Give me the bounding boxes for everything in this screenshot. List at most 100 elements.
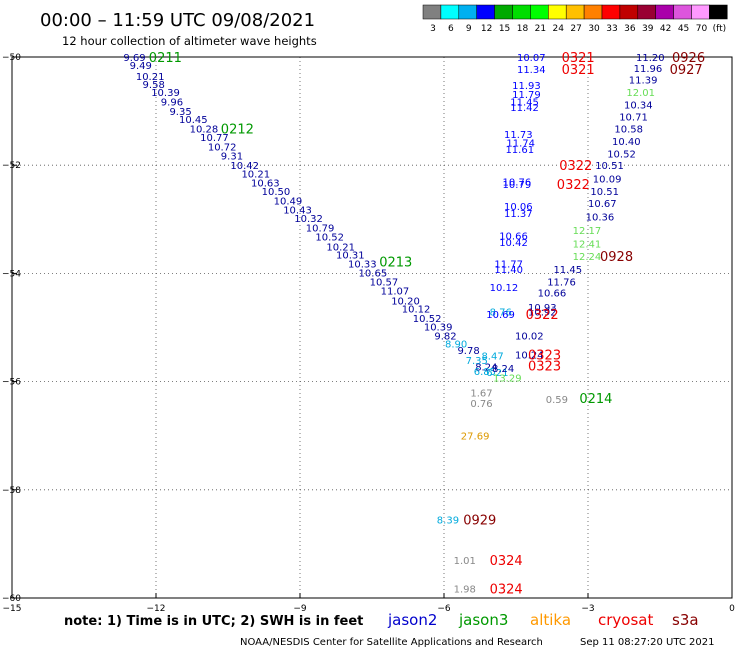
- swh-value-label: 10.21: [136, 72, 165, 83]
- swh-value-label: 10.52: [315, 233, 344, 244]
- swh-value-label: 11.77: [494, 260, 523, 271]
- swh-value-label: 9.69: [123, 53, 145, 64]
- colorbar-label: 39: [642, 24, 654, 34]
- swh-value-label: 10.92: [528, 307, 557, 318]
- colorbar-swatch: [673, 4, 692, 20]
- colorbar-label: 42: [660, 24, 671, 34]
- colorbar-swatch: [583, 4, 603, 20]
- pass-time-label: 0211: [149, 51, 182, 66]
- swh-value-label: 1.01: [454, 556, 476, 567]
- colorbar-swatch: [422, 4, 442, 20]
- swh-value-label: 10.71: [619, 113, 648, 124]
- swh-value-label: 11.34: [517, 65, 546, 76]
- swh-value-label: 8.47: [481, 352, 503, 363]
- footer-note: note: 1) Time is in UTC; 2) SWH is in fe…: [64, 614, 363, 629]
- swh-value-label: 8.39: [437, 516, 459, 527]
- swh-value-label: 10.58: [614, 124, 643, 135]
- y-tick-label: −56: [2, 378, 21, 388]
- swh-value-label: 10.52: [607, 149, 636, 160]
- swh-value-label: 10.69: [486, 310, 515, 321]
- swh-value-label: 11.20: [636, 53, 665, 64]
- x-tick-label: −12: [147, 604, 166, 614]
- swh-value-label: 9.31: [221, 151, 243, 162]
- swh-value-label: 10.20: [391, 296, 420, 307]
- swh-value-label: 10.79: [306, 223, 335, 234]
- pass-time-label: 0322: [559, 159, 592, 174]
- colorbar-swatch: [565, 4, 585, 20]
- swh-value-label: 10.66: [538, 288, 567, 299]
- swh-value-label: 10.39: [151, 88, 180, 99]
- plot-frame: [11, 56, 733, 599]
- colorbar-swatch: [709, 4, 728, 20]
- swh-value-label: 1.67: [470, 388, 492, 399]
- colorbar-label: 6: [448, 24, 454, 34]
- swh-value-label: 8.24: [492, 364, 514, 375]
- pass-time-label: 0323: [528, 359, 561, 374]
- colorbar-swatch: [655, 4, 674, 20]
- swh-value-label: 10.50: [262, 187, 291, 198]
- colorbar-label: 12: [481, 24, 492, 34]
- colorbar-label: 45: [678, 24, 689, 34]
- swh-value-label: 0.59: [546, 395, 568, 406]
- data-labels: 9.699.4910.219.5810.399.969.3510.4510.28…: [123, 51, 705, 597]
- swh-value-label: 9.96: [161, 97, 183, 108]
- colorbar-label: 3: [430, 24, 436, 34]
- swh-value-label: 10.57: [370, 278, 399, 289]
- swh-value-label: 12.24: [573, 252, 602, 263]
- footer-credit: NOAA/NESDIS Center for Satellite Applica…: [240, 637, 543, 648]
- colorbar-swatch: [530, 4, 549, 20]
- colorbar-swatch: [548, 4, 567, 20]
- swh-value-label: 11.42: [510, 103, 539, 114]
- x-tick-label: −6: [437, 604, 451, 614]
- pass-time-label: 0929: [463, 514, 496, 529]
- swh-value-label: 9.35: [169, 107, 191, 118]
- pass-time-label: 0322: [526, 308, 559, 323]
- y-tick-label: −54: [2, 269, 21, 279]
- colorbar-swatch: [691, 4, 710, 20]
- colorbar-label: 9: [466, 24, 472, 34]
- swh-value-label: 1.98: [454, 584, 476, 595]
- colorbar-label: (ft): [713, 24, 727, 34]
- swh-value-label: 9.82: [434, 332, 456, 343]
- colorbar-label: 70: [696, 24, 708, 34]
- swh-value-label: 10.51: [595, 161, 624, 172]
- y-tick-label: −58: [2, 486, 21, 496]
- pass-time-label: 0322: [557, 178, 590, 193]
- colorbar-swatch: [458, 4, 477, 20]
- swh-value-label: 6.21: [486, 368, 508, 379]
- y-tick-label: −50: [2, 53, 21, 63]
- swh-value-label: 10.33: [348, 260, 377, 271]
- swh-value-label: 10.40: [612, 137, 641, 148]
- swh-value-label: 10.12: [490, 283, 519, 294]
- plot-grid: [12, 57, 732, 598]
- swh-value-label: 10.39: [424, 322, 453, 333]
- colorbar-label: 15: [499, 24, 510, 34]
- swh-value-label: 11.39: [629, 76, 658, 87]
- pass-time-label: 0321: [562, 63, 595, 78]
- pass-time-label: 0928: [600, 250, 633, 265]
- colorbar-swatch: [619, 4, 639, 20]
- swh-value-label: 10.28: [190, 124, 219, 135]
- swh-value-label: 10.66: [499, 232, 528, 243]
- swh-value-label: 10.67: [588, 199, 617, 210]
- swh-value-label: 11.73: [504, 130, 533, 141]
- colorbar-label: 24: [553, 24, 565, 34]
- swh-value-label: 9.58: [143, 80, 165, 91]
- swh-value-label: 11.37: [504, 209, 533, 220]
- satellite-legend: jason2 jason3 altika cryosat s3a: [387, 611, 699, 629]
- swh-value-label: 10.45: [179, 115, 208, 126]
- x-tick-label: −15: [3, 604, 22, 614]
- colorbar-label: 33: [606, 24, 617, 34]
- swh-value-label: 10.34: [624, 101, 653, 112]
- swh-value-label: 10.76: [503, 177, 532, 188]
- x-tick-label: −3: [581, 604, 594, 614]
- colorbar-swatch: [512, 4, 531, 20]
- colorbar-swatch: [494, 4, 513, 20]
- pass-time-label: 0324: [490, 582, 523, 597]
- swh-value-label: 7.35: [466, 356, 488, 367]
- swh-value-label: 10.49: [274, 196, 303, 207]
- x-tick-label: −9: [293, 604, 307, 614]
- swh-value-label: 11.07: [381, 287, 410, 298]
- footer-timestamp: Sep 11 08:27:20 UTC 2021: [580, 637, 714, 648]
